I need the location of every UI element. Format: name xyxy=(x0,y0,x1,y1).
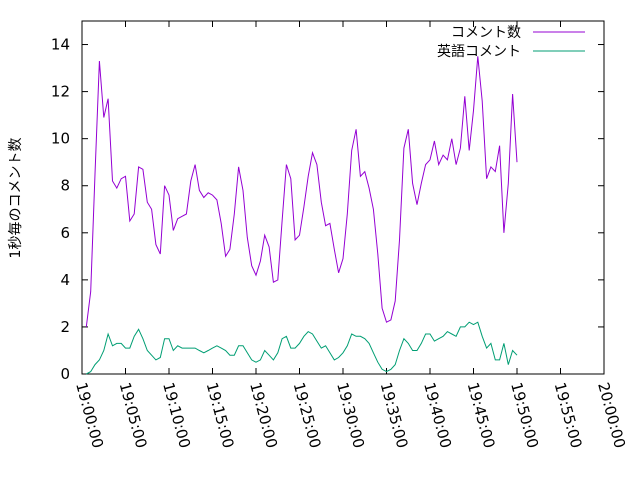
y-tick-label: 12 xyxy=(51,83,70,101)
series-line xyxy=(86,321,518,375)
series-line xyxy=(85,56,518,327)
x-tick-label: 19:35:00 xyxy=(377,380,412,450)
x-tick-label: 19:10:00 xyxy=(159,380,194,450)
x-tick-label: 19:45:00 xyxy=(464,380,499,450)
x-tick-label: 19:20:00 xyxy=(246,380,281,450)
y-tick-label: 8 xyxy=(60,177,70,195)
y-tick-label: 10 xyxy=(51,130,70,148)
y-tick-label: 4 xyxy=(60,271,70,289)
y-axis-title: 1秒毎のコメント数 xyxy=(8,138,24,259)
y-tick-label: 14 xyxy=(51,36,70,54)
x-tick-label: 19:50:00 xyxy=(507,380,542,450)
x-tick-label: 19:05:00 xyxy=(116,380,151,450)
x-tick-label: 19:30:00 xyxy=(333,380,368,450)
y-axis: 0 2 4 6 8 10 12 14 xyxy=(51,36,604,383)
legend-label: コメント数 xyxy=(451,25,521,41)
series-layer xyxy=(85,56,518,375)
x-tick-label: 19:00:00 xyxy=(72,380,107,450)
y-tick-label: 2 xyxy=(60,318,70,336)
x-tick-label: 19:40:00 xyxy=(420,380,455,450)
x-axis: 19:00:00 19:05:00 19:10:00 19:15:00 19:20:00… xyxy=(72,21,629,450)
plot-border xyxy=(81,20,605,375)
plot-area xyxy=(81,20,605,375)
x-tick-label: 20:00:00 xyxy=(594,380,629,450)
x-tick-label: 19:15:00 xyxy=(203,380,238,450)
x-tick-label: 19:25:00 xyxy=(290,380,325,450)
y-tick-label: 0 xyxy=(60,365,70,383)
y-tick-label: 6 xyxy=(60,224,70,242)
legend-label: 英語コメント xyxy=(437,43,521,60)
x-tick-label: 19:55:00 xyxy=(551,380,586,450)
